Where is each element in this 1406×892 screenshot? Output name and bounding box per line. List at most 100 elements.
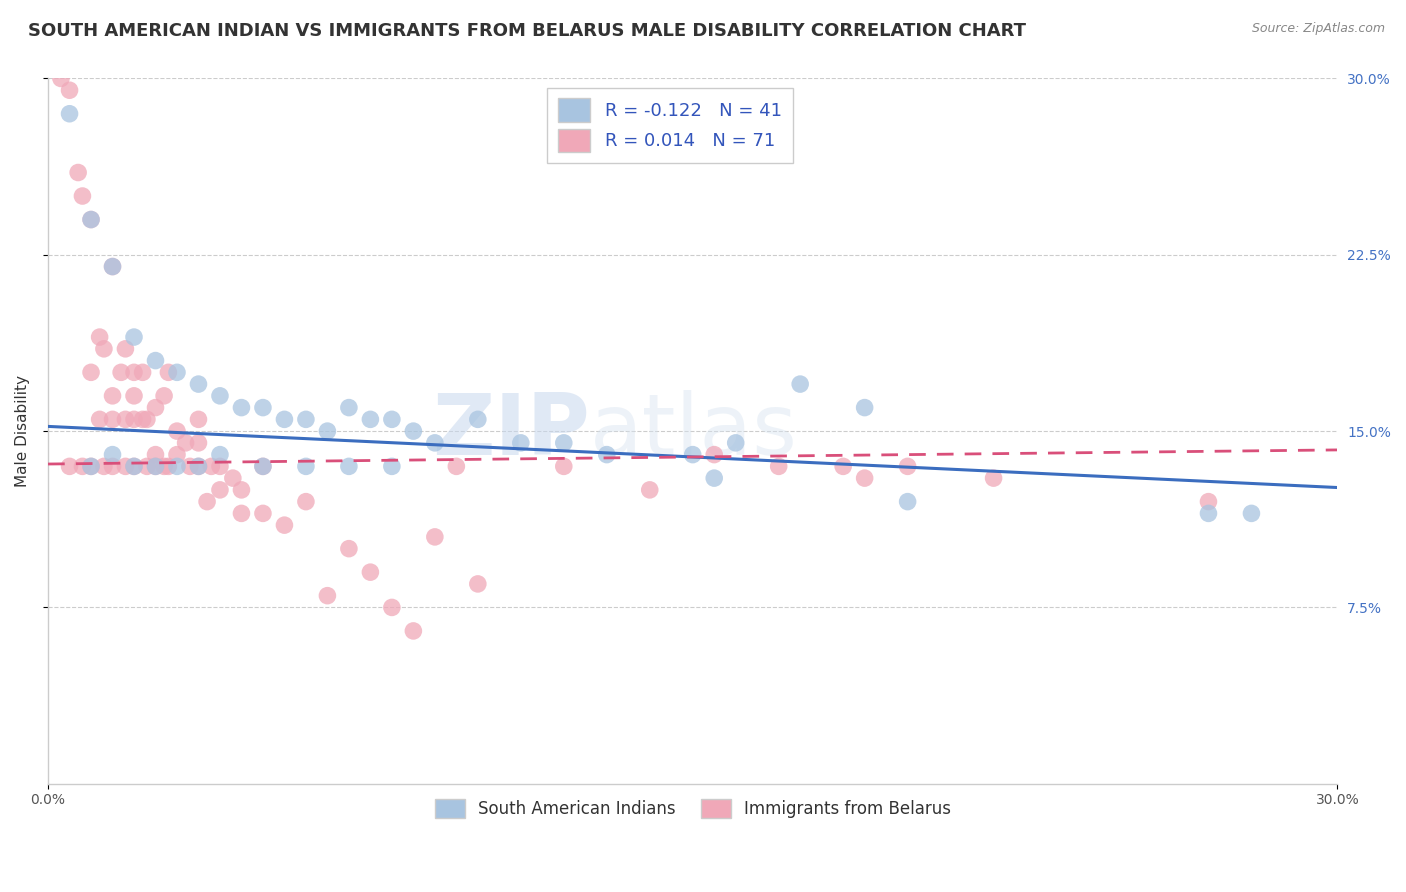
Text: atlas: atlas — [589, 390, 797, 473]
Point — [853, 401, 876, 415]
Point — [509, 435, 531, 450]
Point — [1198, 507, 1220, 521]
Point — [316, 589, 339, 603]
Point — [208, 448, 231, 462]
Text: Source: ZipAtlas.com: Source: ZipAtlas.com — [1251, 22, 1385, 36]
Point — [231, 483, 253, 497]
Point — [252, 459, 274, 474]
Point — [682, 448, 704, 462]
Point — [295, 494, 318, 508]
Point — [166, 459, 188, 474]
Point — [252, 459, 274, 474]
Point — [359, 412, 381, 426]
Point — [80, 459, 103, 474]
Point — [1240, 507, 1263, 521]
Point — [93, 342, 115, 356]
Point — [80, 365, 103, 379]
Point — [423, 435, 446, 450]
Point — [187, 412, 209, 426]
Point — [114, 342, 136, 356]
Point — [80, 459, 103, 474]
Point — [166, 424, 188, 438]
Point — [381, 412, 404, 426]
Point — [467, 412, 489, 426]
Point — [131, 412, 153, 426]
Point — [252, 401, 274, 415]
Point — [337, 401, 360, 415]
Point — [187, 435, 209, 450]
Text: ZIP: ZIP — [432, 390, 589, 473]
Point — [122, 330, 145, 344]
Point — [983, 471, 1005, 485]
Point — [80, 212, 103, 227]
Point — [145, 353, 167, 368]
Point — [295, 459, 318, 474]
Point — [101, 448, 124, 462]
Point — [89, 412, 111, 426]
Point — [381, 459, 404, 474]
Point — [58, 83, 80, 97]
Point — [703, 471, 725, 485]
Point — [101, 260, 124, 274]
Point — [122, 365, 145, 379]
Point — [789, 377, 811, 392]
Point — [273, 518, 295, 533]
Point — [402, 424, 425, 438]
Point — [724, 435, 747, 450]
Point — [157, 459, 180, 474]
Point — [208, 459, 231, 474]
Point — [553, 459, 575, 474]
Point — [110, 365, 132, 379]
Point — [638, 483, 661, 497]
Point — [122, 412, 145, 426]
Point — [153, 459, 176, 474]
Point — [187, 459, 209, 474]
Point — [58, 459, 80, 474]
Point — [72, 189, 94, 203]
Point — [157, 365, 180, 379]
Point — [122, 459, 145, 474]
Point — [208, 389, 231, 403]
Point — [200, 459, 222, 474]
Point — [402, 624, 425, 638]
Point — [231, 401, 253, 415]
Point — [222, 471, 245, 485]
Point — [187, 377, 209, 392]
Point — [337, 459, 360, 474]
Point — [768, 459, 790, 474]
Point — [49, 71, 72, 86]
Point — [446, 459, 468, 474]
Point — [1198, 494, 1220, 508]
Point — [179, 459, 201, 474]
Legend: South American Indians, Immigrants from Belarus: South American Indians, Immigrants from … — [427, 792, 957, 825]
Point — [359, 565, 381, 579]
Y-axis label: Male Disability: Male Disability — [15, 376, 30, 487]
Point — [337, 541, 360, 556]
Point — [131, 365, 153, 379]
Point — [89, 330, 111, 344]
Point — [208, 483, 231, 497]
Point — [897, 494, 920, 508]
Point — [703, 448, 725, 462]
Point — [145, 401, 167, 415]
Point — [897, 459, 920, 474]
Text: SOUTH AMERICAN INDIAN VS IMMIGRANTS FROM BELARUS MALE DISABILITY CORRELATION CHA: SOUTH AMERICAN INDIAN VS IMMIGRANTS FROM… — [28, 22, 1026, 40]
Point — [231, 507, 253, 521]
Point — [135, 459, 157, 474]
Point — [832, 459, 855, 474]
Point — [101, 389, 124, 403]
Point — [101, 459, 124, 474]
Point — [122, 459, 145, 474]
Point — [195, 494, 218, 508]
Point — [101, 412, 124, 426]
Point — [166, 365, 188, 379]
Point — [252, 507, 274, 521]
Point — [187, 459, 209, 474]
Point — [145, 459, 167, 474]
Point — [174, 435, 197, 450]
Point — [596, 448, 619, 462]
Point — [273, 412, 295, 426]
Point — [295, 412, 318, 426]
Point — [58, 107, 80, 121]
Point — [67, 165, 90, 179]
